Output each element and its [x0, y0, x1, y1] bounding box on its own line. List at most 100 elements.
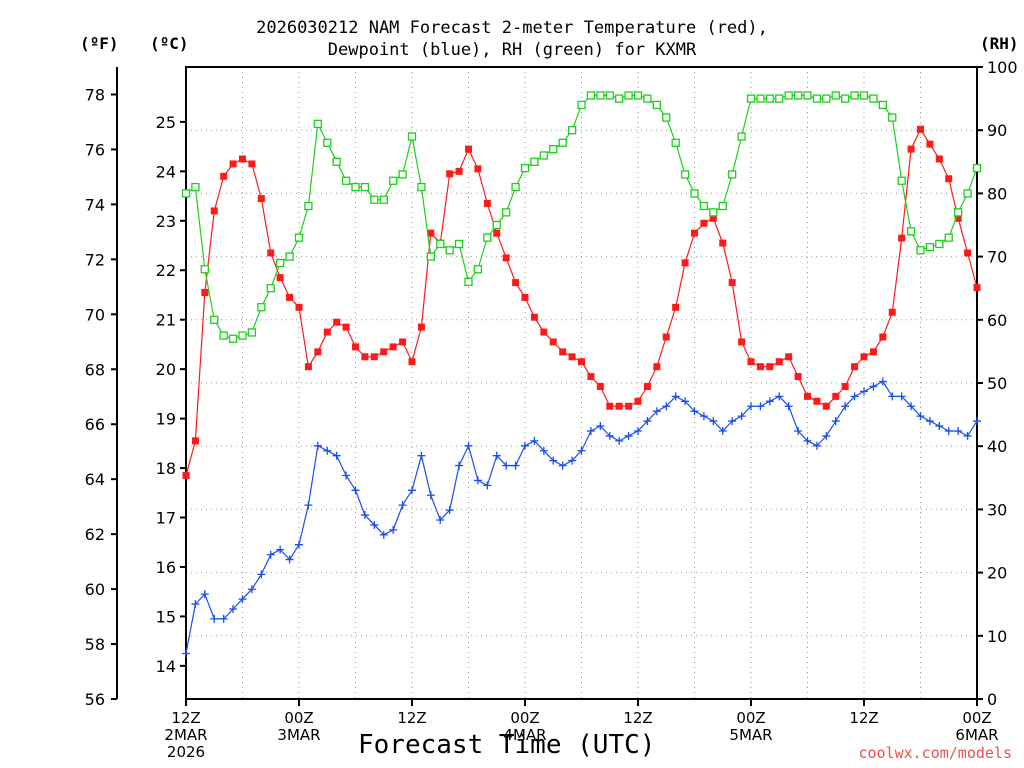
temperature-point [596, 382, 604, 390]
fahrenheit-tick-label: 70 [85, 305, 105, 324]
celsius-tick-label: 14 [156, 657, 176, 676]
rh-point [379, 195, 388, 204]
rh-point [200, 265, 209, 274]
rh-point [765, 94, 774, 103]
temperature-point [210, 207, 218, 215]
rh-point [662, 113, 671, 122]
temperature-point [314, 348, 322, 356]
rh-point [445, 246, 454, 255]
temperature-point [549, 338, 557, 346]
dewpoint-point [973, 417, 981, 426]
dewpoint-point [219, 614, 228, 623]
x-tick-label: 00Z [736, 709, 765, 727]
dewpoint-point [304, 501, 313, 510]
rh-point [454, 239, 464, 249]
rh-point [888, 113, 897, 122]
rh-point [294, 233, 304, 242]
dewpoint-point [577, 446, 586, 455]
temperature-point [879, 333, 887, 341]
dewpoint-point [954, 426, 963, 435]
temperature-point [540, 328, 548, 336]
dewpoint-point [473, 476, 482, 485]
x-tick-label: 2026 [167, 743, 205, 761]
rh-point [181, 189, 191, 198]
temperature-point [521, 293, 529, 301]
dewpoint-point [247, 585, 256, 594]
rh-point [906, 227, 916, 236]
dewpoint-point [285, 555, 294, 564]
temperature-point [483, 199, 491, 207]
rh-point [313, 119, 322, 129]
temperature-point [766, 363, 774, 371]
dewpoint-point [681, 397, 690, 406]
credit-link[interactable]: coolwx.com/models [858, 744, 1012, 762]
x-tick-label: 00Z [962, 709, 991, 727]
temperature-point [832, 392, 840, 400]
rh-point [276, 258, 285, 268]
temperature-point [869, 348, 877, 356]
temperature-point [229, 160, 237, 168]
rh-point [812, 94, 822, 103]
rh-point [897, 176, 906, 185]
rh-point [257, 303, 266, 312]
rh-point [530, 157, 539, 166]
temperature-point [399, 338, 407, 346]
celsius-tick-label: 24 [156, 162, 176, 181]
temperature-point [474, 165, 482, 173]
dewpoint-point [699, 412, 708, 421]
temperature-point [304, 363, 312, 371]
temperature-point [248, 160, 256, 168]
temperature-point [775, 358, 783, 366]
rh-point [539, 151, 548, 160]
temperature-point [286, 293, 294, 301]
dewpoint-point [445, 506, 454, 515]
rh-tick-label: 100 [987, 58, 1018, 77]
rh-point [643, 94, 652, 103]
temperature-point [691, 229, 698, 237]
rh-tick-label: 20 [987, 564, 1007, 583]
temperature-point [295, 303, 303, 311]
rh-point [831, 91, 840, 100]
dewpoint-point [351, 486, 360, 495]
rh-point [605, 91, 614, 100]
temperature-point [719, 239, 727, 247]
dewpoint-point [492, 451, 501, 460]
dewpoint-point [323, 446, 332, 455]
rh-point [238, 331, 247, 340]
celsius-tick-label: 22 [156, 261, 176, 280]
temperature-point [380, 348, 388, 356]
dewpoint-point [643, 417, 652, 426]
dewpoint-point [502, 461, 511, 470]
rh-point [775, 94, 784, 103]
dewpoint-point [229, 604, 238, 613]
rh-point [351, 182, 360, 192]
temperature-point [512, 279, 520, 287]
rh-tick-label: 80 [987, 184, 1007, 203]
dewpoint-point [747, 402, 755, 411]
rh-point [247, 328, 257, 337]
dewpoint-point [238, 595, 247, 604]
dewpoint-point [860, 387, 868, 396]
dewpoint-point [360, 511, 369, 520]
dewpoint-point [568, 456, 577, 465]
fahrenheit-tick-label: 60 [85, 580, 105, 599]
fahrenheit-tick-label: 56 [85, 690, 105, 709]
dewpoint-point [398, 501, 407, 510]
dewpoint-point [182, 649, 190, 658]
temperature-point [643, 382, 651, 390]
dewpoint-point [709, 417, 718, 426]
temperature-point [530, 313, 538, 321]
temperature-point [342, 323, 350, 331]
rh-point [803, 91, 812, 100]
rh-tick-label: 70 [987, 248, 1007, 267]
temperature-point [926, 140, 934, 148]
temperature-point [408, 358, 416, 366]
temperature-point [662, 333, 670, 341]
rh-point [577, 100, 586, 110]
rh-tick-label: 90 [987, 121, 1007, 140]
celsius-tick-label: 17 [156, 509, 176, 528]
rh-tick-label: 40 [987, 437, 1007, 456]
rh-point [586, 91, 596, 100]
rh-point [436, 239, 445, 249]
